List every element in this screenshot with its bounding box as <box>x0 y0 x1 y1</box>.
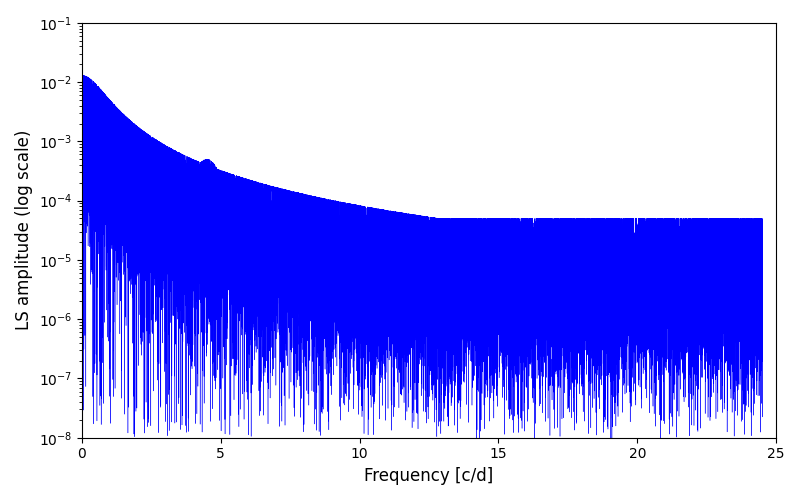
X-axis label: Frequency [c/d]: Frequency [c/d] <box>364 467 494 485</box>
Y-axis label: LS amplitude (log scale): LS amplitude (log scale) <box>15 130 33 330</box>
